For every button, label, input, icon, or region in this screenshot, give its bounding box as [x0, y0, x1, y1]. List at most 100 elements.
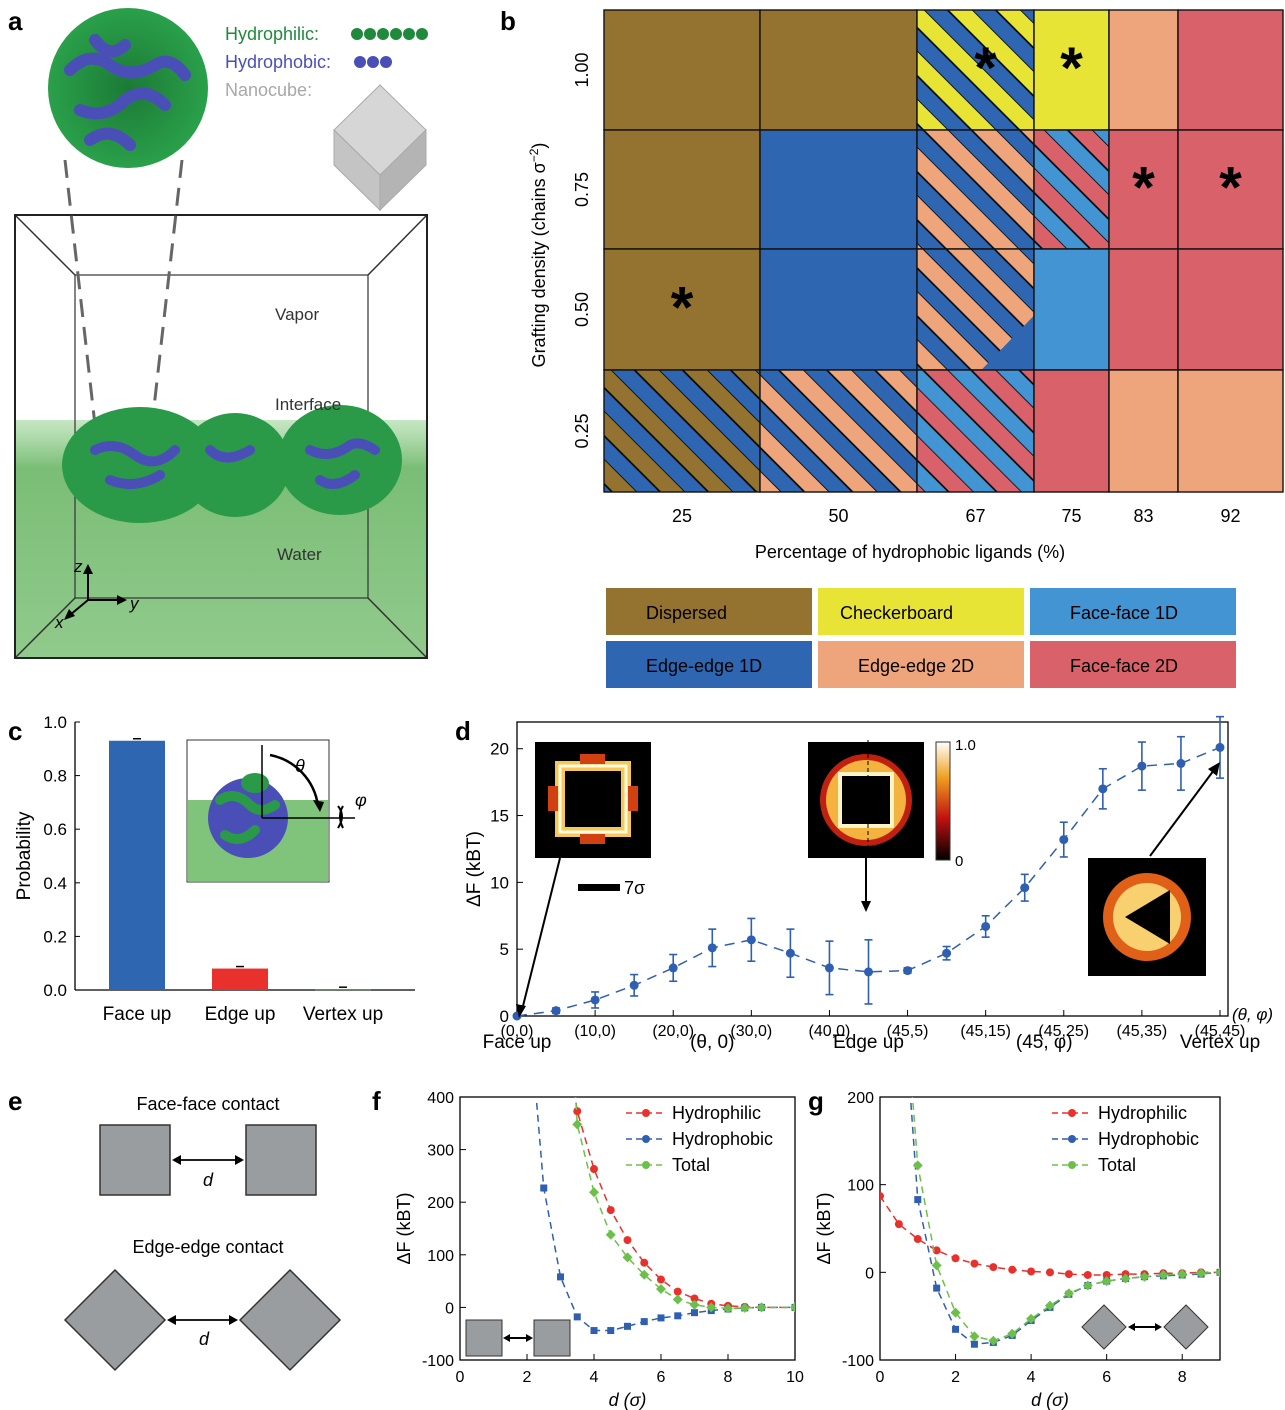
cube-left-face	[99, 1124, 171, 1196]
phase-cell	[1033, 248, 1110, 371]
f-inset-cubes	[465, 1319, 571, 1357]
colorbar-max: 1.0	[955, 737, 976, 754]
b-x-tick: 50	[828, 506, 848, 526]
g-point	[1101, 1276, 1112, 1287]
d-point	[1098, 784, 1108, 794]
f-point	[639, 1269, 650, 1280]
g-point	[1215, 1267, 1220, 1278]
f-point	[756, 1302, 767, 1313]
g-point	[951, 1254, 960, 1263]
d-x-tick: (45,15)	[960, 1023, 1011, 1040]
vapor-label: Vapor	[275, 305, 319, 324]
scale-bar-label: 7σ	[624, 878, 645, 898]
edge-distance-label: d	[199, 1329, 210, 1349]
g-x-tick: 8	[1178, 1369, 1187, 1386]
c-y-tick: 0.2	[43, 927, 67, 946]
g-y-tick: 200	[847, 1090, 874, 1107]
f-ylabel: ΔF (kBT)	[394, 1192, 414, 1264]
star-marker: *	[1060, 36, 1083, 101]
f-point	[723, 1303, 733, 1314]
f-point	[573, 1313, 581, 1321]
g-y-tick: 100	[847, 1178, 874, 1195]
g-point	[989, 1263, 998, 1272]
f-point	[622, 1252, 633, 1263]
d-x-tick: (30,0)	[730, 1023, 772, 1040]
b-y-tick: 1.00	[572, 52, 592, 87]
c-bar	[315, 989, 371, 991]
hydrophilic-beads	[351, 28, 428, 40]
legend-marker	[642, 1109, 650, 1117]
g-point	[1027, 1267, 1036, 1276]
d-x-tick: (45,25)	[1038, 1023, 1089, 1040]
d-point	[1137, 761, 1147, 771]
phase-cell	[1177, 129, 1284, 250]
g-x-tick: 6	[1102, 1369, 1111, 1386]
g-inset-cubes	[1081, 1304, 1209, 1350]
panel-a: a Hydrophilic: Hydrophobic: Nanocube:	[8, 6, 428, 659]
phase-cell-triangle	[981, 315, 1034, 370]
legend-marker	[1068, 1135, 1076, 1143]
d-x-tick: (20,0)	[652, 1023, 694, 1040]
phase-cell	[916, 369, 1035, 493]
d-point	[629, 980, 639, 990]
d-sublabel: (θ, 0)	[690, 1032, 734, 1053]
f-point	[624, 1322, 631, 1330]
d-point	[824, 963, 834, 973]
density-map-face-up	[535, 742, 651, 858]
f-y-tick: 400	[427, 1090, 454, 1107]
d-frame	[516, 721, 1229, 1017]
colorbar-min: 0	[955, 853, 963, 870]
d-point	[590, 995, 600, 1005]
c-y-tick: 0.8	[43, 767, 67, 786]
g-ylabel: ΔF (kBT)	[814, 1192, 834, 1264]
d-x-tick: (0,0)	[501, 1023, 534, 1040]
phase-cell	[603, 9, 761, 131]
panel-label-a: a	[8, 6, 23, 36]
f-point	[590, 1327, 598, 1335]
phase-cell	[603, 369, 761, 493]
f-point	[607, 1327, 615, 1335]
f-point	[739, 1302, 750, 1313]
g-point	[1158, 1269, 1169, 1280]
f-point	[790, 1302, 795, 1313]
phi-label: φ	[355, 790, 367, 810]
f-point	[640, 1318, 648, 1326]
phase-legend: Dispersed Checkerboard Face-face 1D Edge-ed…	[606, 588, 1236, 688]
density-map-vertex-up	[1088, 858, 1206, 976]
b-xlabel: Percentage of hydrophobic ligands (%)	[755, 542, 1065, 562]
d-y-tick: 20	[490, 740, 509, 759]
simulation-box	[14, 159, 428, 659]
d-point	[1020, 883, 1030, 893]
g-point	[1008, 1265, 1017, 1274]
x-axis-label: x	[54, 613, 64, 632]
legend-marker	[1068, 1109, 1076, 1117]
legend-label: Checkerboard	[840, 603, 953, 623]
g-point	[988, 1335, 999, 1346]
c-y-tick: 0.6	[43, 820, 67, 839]
g-point	[970, 1259, 979, 1268]
f-point	[573, 1107, 582, 1116]
g-point	[1139, 1271, 1150, 1282]
f-series-line	[574, 1097, 795, 1309]
phase-cell	[1177, 369, 1284, 493]
legend-label: Face-face 1D	[1070, 603, 1178, 623]
legend-swatch	[606, 641, 812, 688]
f-point	[656, 1283, 666, 1294]
d-sublabel: (45, φ)	[1016, 1032, 1073, 1053]
phase-cell	[1033, 9, 1110, 131]
phase-cell	[1108, 9, 1179, 131]
panel-label-f: f	[372, 1086, 381, 1116]
g-point	[1046, 1268, 1054, 1277]
g-xlabel: d (σ)	[1031, 1390, 1069, 1410]
c-category-label: Edge up	[205, 1004, 276, 1025]
b-x-tick: 25	[672, 506, 692, 526]
z-axis-label: z	[73, 557, 83, 576]
b-y-tick: 0.75	[572, 172, 592, 207]
face-face-title: Face-face contact	[136, 1094, 279, 1114]
panel-label-c: c	[8, 716, 22, 746]
d-y-tick: 15	[490, 807, 509, 826]
scale-bar	[578, 884, 620, 891]
legend-marker	[642, 1135, 650, 1143]
